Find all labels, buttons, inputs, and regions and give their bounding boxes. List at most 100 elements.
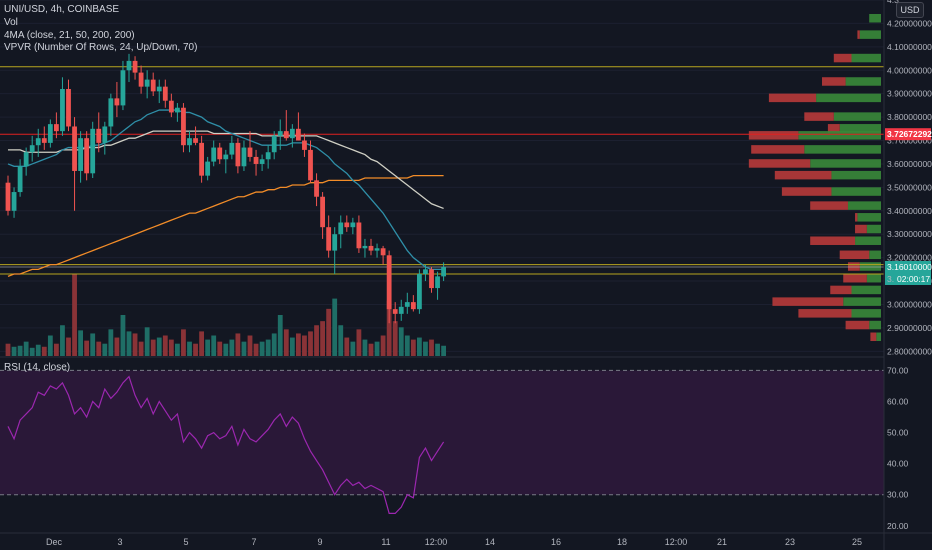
volume-bar xyxy=(132,333,138,356)
volume-bar xyxy=(11,346,17,356)
vpvr-up-row xyxy=(804,145,881,154)
vpvr-up-row xyxy=(810,159,881,168)
candle-body xyxy=(175,107,180,113)
price-tick-label: 4.00000000 xyxy=(887,65,932,75)
price-tick-label: 3.90000000 xyxy=(887,89,932,99)
volume-profile xyxy=(748,13,881,342)
price-tick-label: 4.3 xyxy=(887,0,899,5)
candle-body xyxy=(162,86,168,101)
volume-bar xyxy=(72,274,77,356)
volume-bar xyxy=(223,343,229,356)
vpvr-up-row xyxy=(876,332,881,342)
rsi-legend[interactable]: RSI (14, close) xyxy=(4,362,71,373)
volume-bar xyxy=(441,345,446,356)
candle-body xyxy=(265,152,271,160)
candle-body xyxy=(429,269,434,289)
volume-bar xyxy=(386,300,392,356)
candle-body xyxy=(283,131,289,139)
price-tick-label: 4.10000000 xyxy=(887,42,932,52)
volume-bar xyxy=(193,343,198,356)
currency-button[interactable]: USD xyxy=(896,2,924,18)
volume-bar xyxy=(96,341,102,356)
volume-bar xyxy=(271,333,277,356)
candle-body xyxy=(199,142,204,176)
ma200-line xyxy=(7,175,444,277)
candle-body xyxy=(259,159,265,164)
rsi-tick-label: 60.00 xyxy=(887,397,909,407)
volume-bar xyxy=(66,337,71,356)
candle-body xyxy=(423,269,428,275)
candle-body xyxy=(108,98,114,127)
vpvr-up-row xyxy=(851,285,881,295)
vpvr-down-row xyxy=(833,53,852,63)
candle-body xyxy=(211,147,217,162)
symbol-legend[interactable]: UNI/USD, 4h, COINBASE xyxy=(4,4,120,15)
time-tick-label: 9 xyxy=(317,537,322,547)
time-tick-label: 25 xyxy=(852,537,862,547)
price-tick-label: 3.50000000 xyxy=(887,182,932,192)
rsi-tick-label: 20.00 xyxy=(887,521,909,531)
time-tick-label: Dec xyxy=(46,537,63,547)
rsi-band xyxy=(0,370,884,495)
volume-bar xyxy=(54,343,59,356)
volume-bar xyxy=(138,341,144,356)
vpvr-down-row xyxy=(839,250,870,260)
volume-bar xyxy=(120,315,126,356)
candle-body xyxy=(235,142,241,167)
vpvr-down-row xyxy=(843,273,867,283)
vpvr-down-row xyxy=(855,213,858,222)
candle-body xyxy=(410,302,416,310)
candle-body xyxy=(296,128,301,141)
vpvr-down-row xyxy=(855,224,867,234)
volume-bar xyxy=(404,335,410,356)
volume-bar xyxy=(289,337,295,356)
red-price-tag xyxy=(885,128,931,141)
candle-body xyxy=(277,131,283,136)
candle-body xyxy=(96,128,102,143)
volume-bar xyxy=(162,335,168,356)
price-tick-label: 3.80000000 xyxy=(887,112,932,122)
vpvr-down-row xyxy=(781,187,832,196)
vpvr-down-row xyxy=(768,93,817,103)
candle-body xyxy=(302,140,307,150)
vpvr-up-row xyxy=(847,201,881,210)
time-tick-label: 7 xyxy=(251,537,256,547)
candle-body xyxy=(229,142,235,155)
volume-bar xyxy=(126,331,132,356)
rsi-tick-label: 30.00 xyxy=(887,490,909,500)
candle-body xyxy=(205,161,211,176)
time-tick-label: 18 xyxy=(617,537,627,547)
vpvr-legend[interactable]: VPVR (Number Of Rows, 24, Up/Down, 70) xyxy=(4,42,198,53)
candle-body xyxy=(114,98,120,106)
candle-body xyxy=(187,138,192,146)
price-tick-label: 3.60000000 xyxy=(887,159,932,169)
candle-body xyxy=(386,255,392,310)
time-tick-label: 3 xyxy=(117,537,122,547)
volume-bar xyxy=(217,341,223,356)
vpvr-up-row xyxy=(816,93,881,103)
volume-bar xyxy=(296,333,301,356)
volume-bar xyxy=(102,343,108,356)
partial-price-label: 3. xyxy=(887,274,894,284)
candle-body xyxy=(308,149,313,181)
vpvr-up-row xyxy=(798,131,881,140)
vpvr-down-row xyxy=(827,124,840,133)
vpvr-up-row xyxy=(869,13,881,23)
time-axis: Dec 3 5 7 9 11 12:00 14 16 18 12:00 21 23 25 xyxy=(46,537,862,547)
vpvr-up-row xyxy=(855,236,881,245)
countdown-label: 02:00:17 xyxy=(897,274,930,284)
volume-bar xyxy=(41,346,47,356)
time-tick-label: 16 xyxy=(551,537,561,547)
time-tick-label: 12:00 xyxy=(665,537,688,547)
candle-body xyxy=(368,245,374,251)
vpvr-up-row xyxy=(859,30,881,39)
vpvr-down-row xyxy=(751,145,805,154)
ma-legend[interactable]: 4MA (close, 21, 50, 200, 200) xyxy=(4,30,135,41)
time-tick-label: 11 xyxy=(381,537,390,547)
candle-body xyxy=(398,306,404,314)
vpvr-down-row xyxy=(845,320,870,330)
volume-legend[interactable]: Vol xyxy=(4,17,18,28)
vpvr-down-row xyxy=(857,30,860,39)
candle-body xyxy=(350,222,356,228)
